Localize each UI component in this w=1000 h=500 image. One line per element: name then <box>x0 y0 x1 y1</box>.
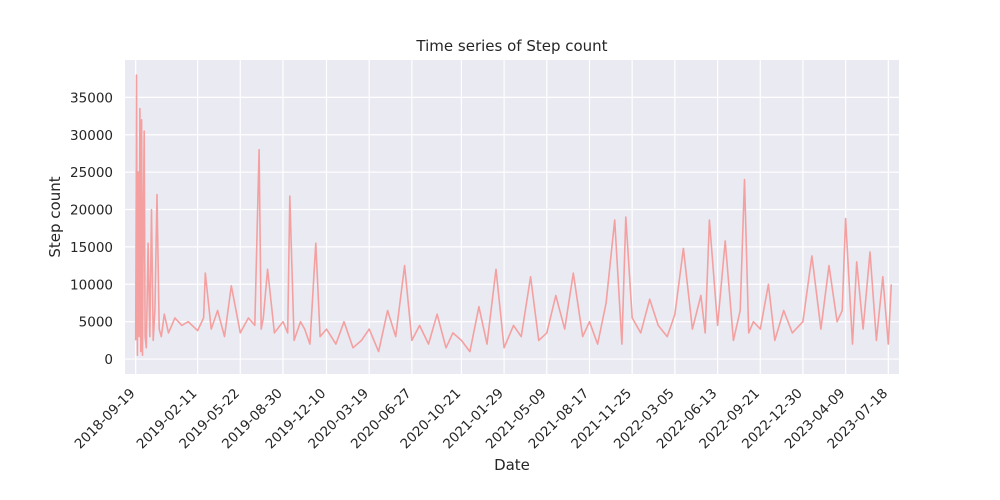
x-tick-labels: 2018-09-192019-02-112019-05-222019-08-30… <box>72 386 891 453</box>
y-tick-label: 0 <box>104 352 113 368</box>
x-axis-label: Date <box>494 456 530 474</box>
chart-title: Time series of Step count <box>415 37 607 55</box>
y-tick-label: 10000 <box>70 277 113 293</box>
y-tick-label: 5000 <box>79 315 113 331</box>
y-tick-label: 35000 <box>70 90 113 106</box>
grid-lines <box>125 60 899 374</box>
y-tick-label: 15000 <box>70 240 113 256</box>
plot-background <box>125 60 899 374</box>
y-tick-label: 30000 <box>70 128 113 144</box>
step-count-line <box>134 74 893 357</box>
x-tick-label: 2018-09-19 <box>72 386 139 453</box>
y-tick-label: 20000 <box>70 203 113 219</box>
y-tick-labels: 0 5000 10000 15000 20000 25000 30000 35000 <box>70 90 113 368</box>
y-tick-label: 25000 <box>70 165 113 181</box>
y-axis-label: Step count <box>46 176 64 257</box>
